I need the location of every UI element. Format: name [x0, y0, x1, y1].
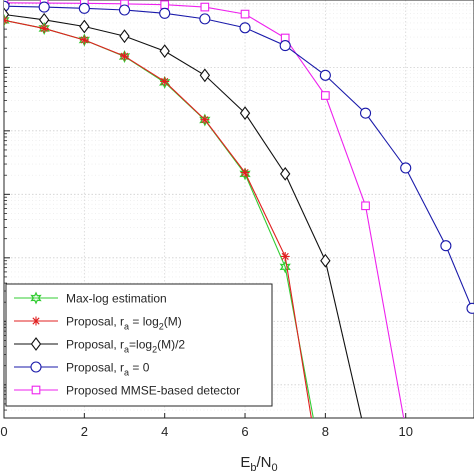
legend-label-part: Proposal, r	[66, 338, 124, 352]
data-point-marker	[38, 1, 50, 13]
legend-label-part: a	[124, 345, 129, 355]
legend-entry-label: Proposed MMSE-based detector	[66, 384, 240, 398]
data-point-marker	[78, 2, 90, 14]
x-tick-label: 10	[398, 424, 412, 439]
data-point-marker	[239, 22, 251, 34]
data-point-marker	[199, 113, 211, 127]
plot-area-frame	[3, 0, 474, 419]
series-1	[4, 15, 312, 418]
legend-label-part: a	[124, 368, 129, 378]
data-point-marker	[240, 9, 250, 19]
data-point-marker	[239, 106, 251, 121]
data-point-marker	[78, 33, 90, 47]
data-point-marker	[279, 260, 291, 274]
data-point-marker	[359, 107, 372, 119]
data-point-marker	[118, 4, 131, 16]
data-point-marker	[79, 35, 89, 45]
data-point-marker	[400, 162, 412, 174]
legend-label-part: 2	[159, 322, 164, 332]
data-point-marker	[160, 76, 170, 86]
legend-label-part: =log	[129, 338, 152, 352]
legend-label-part: Proposal, r	[66, 361, 124, 375]
legend-label-part: 2	[152, 345, 157, 355]
legend-box	[5, 283, 273, 407]
data-point-marker	[440, 240, 452, 252]
data-point-marker	[199, 13, 211, 25]
data-point-marker	[200, 2, 210, 12]
legend-label-part: (M)	[164, 315, 182, 329]
legend-marker	[30, 337, 42, 351]
series-line	[4, 13, 363, 418]
data-point-marker	[38, 21, 50, 35]
data-point-marker	[280, 251, 290, 261]
legend-label-part: (M)/2	[157, 338, 185, 352]
data-point-marker	[466, 302, 474, 314]
data-point-marker	[280, 166, 291, 181]
data-point-marker	[320, 253, 331, 268]
data-point-marker	[4, 15, 9, 25]
data-point-marker	[159, 7, 171, 19]
x-tick-label: 8	[322, 424, 329, 439]
data-point-marker	[79, 19, 90, 34]
series-group	[4, 0, 474, 418]
data-point-marker	[200, 115, 210, 125]
data-point-marker	[199, 68, 211, 83]
data-point-marker	[159, 44, 170, 59]
data-point-marker	[119, 29, 130, 44]
data-point-marker	[319, 69, 331, 81]
legend-label-part: a	[124, 322, 129, 332]
legend-marker	[31, 316, 41, 326]
data-point-marker	[279, 40, 291, 52]
data-point-marker	[240, 168, 250, 178]
x-tick-label: 4	[161, 424, 168, 439]
data-point-marker	[160, 0, 170, 10]
data-point-marker	[120, 51, 130, 61]
data-point-marker	[159, 75, 171, 89]
series-line	[4, 5, 473, 309]
legend-label-part: = log	[129, 315, 159, 329]
x-tick-label: 2	[81, 424, 88, 439]
legend-entry-label: Proposal, ra=log2(M)/2	[66, 338, 185, 355]
series-3	[4, 0, 474, 314]
legend-marker	[30, 361, 42, 373]
legend-label-part: Proposal, r	[66, 315, 124, 329]
series-2	[4, 7, 363, 418]
data-point-marker	[39, 23, 49, 33]
legend-entry-label: Proposal, ra = log2(M)	[66, 315, 182, 332]
data-point-marker	[4, 13, 10, 27]
legend-label-part: = 0	[129, 361, 150, 375]
x-tick-label: 0	[0, 424, 7, 439]
x-axis-label: Eb/N0	[240, 454, 277, 474]
legend-entry-label: Max-log estimation	[66, 292, 167, 306]
data-point-marker	[361, 201, 370, 211]
data-point-marker	[239, 167, 251, 181]
legend-marker	[31, 385, 41, 395]
data-point-marker	[321, 91, 330, 100]
legend-entry-label: Proposal, ra = 0	[66, 361, 150, 378]
x-tick-label: 6	[241, 424, 248, 439]
data-point-marker	[4, 0, 10, 12]
legend-marker	[30, 291, 42, 305]
